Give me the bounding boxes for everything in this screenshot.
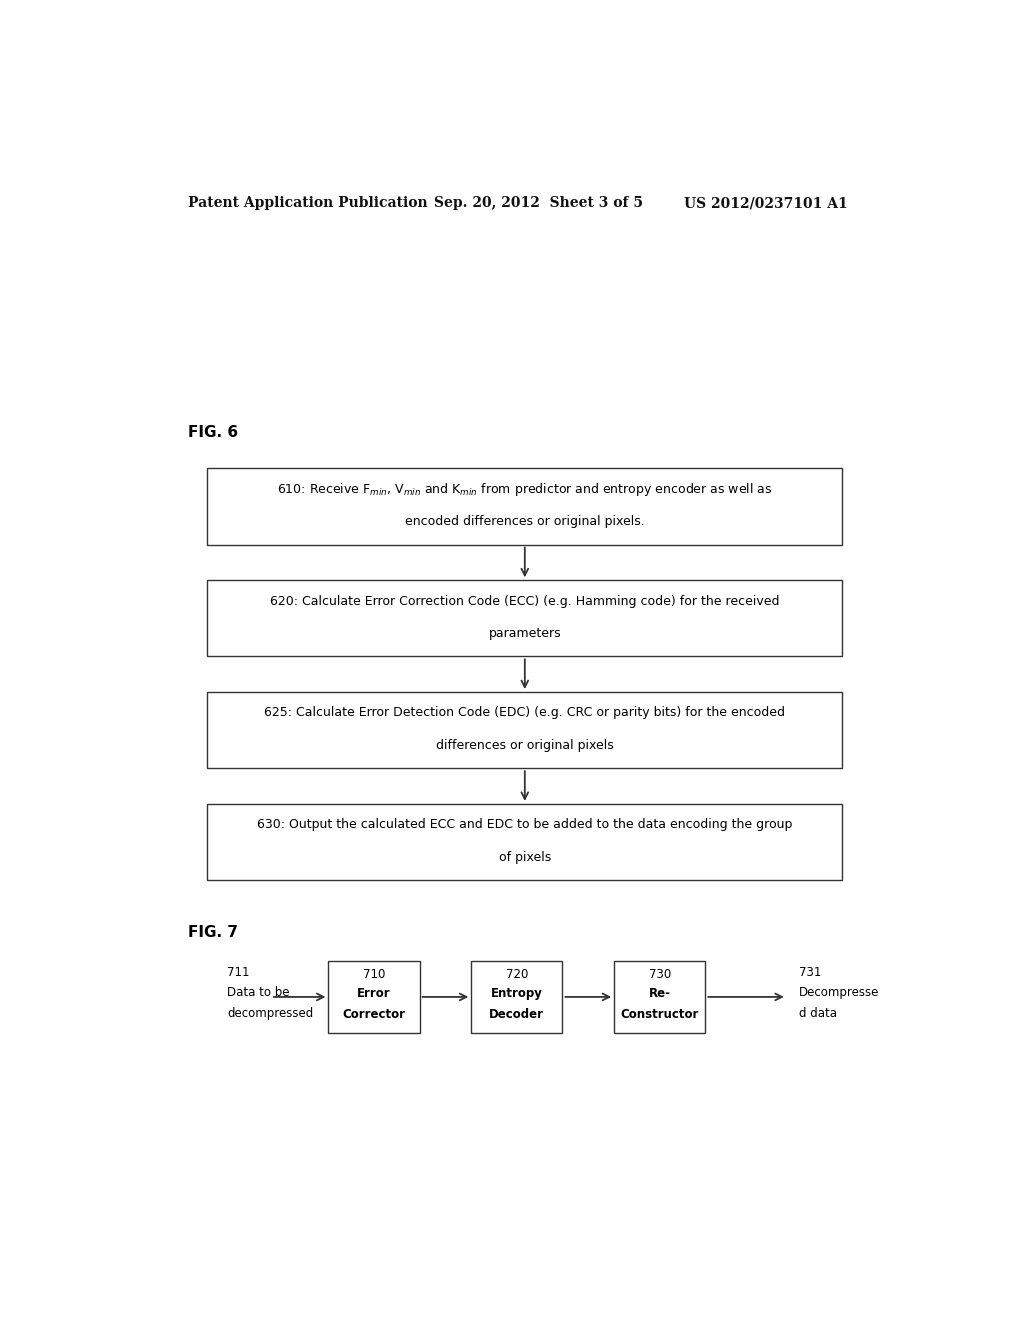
FancyBboxPatch shape (207, 804, 842, 880)
Text: 610: Receive F$_{min}$, V$_{min}$ and K$_{min}$ from predictor and entropy encod: 610: Receive F$_{min}$, V$_{min}$ and K$… (278, 480, 772, 498)
FancyBboxPatch shape (471, 961, 562, 1032)
Text: 720: 720 (506, 968, 528, 981)
FancyBboxPatch shape (207, 692, 842, 768)
Text: Error: Error (357, 987, 391, 1001)
FancyBboxPatch shape (207, 581, 842, 656)
Text: parameters: parameters (488, 627, 561, 640)
Text: 731: 731 (799, 966, 821, 979)
Text: encoded differences or original pixels.: encoded differences or original pixels. (404, 515, 645, 528)
Text: differences or original pixels: differences or original pixels (436, 739, 613, 752)
Text: US 2012/0237101 A1: US 2012/0237101 A1 (684, 197, 847, 210)
Text: of pixels: of pixels (499, 850, 551, 863)
FancyBboxPatch shape (329, 961, 420, 1032)
Text: decompressed: decompressed (227, 1007, 313, 1019)
Text: Entropy: Entropy (490, 987, 543, 1001)
Text: Decompresse: Decompresse (799, 986, 879, 999)
Text: Sep. 20, 2012  Sheet 3 of 5: Sep. 20, 2012 Sheet 3 of 5 (433, 197, 642, 210)
Text: FIG. 7: FIG. 7 (187, 925, 238, 940)
Text: Patent Application Publication: Patent Application Publication (187, 197, 427, 210)
Text: Corrector: Corrector (342, 1007, 406, 1020)
Text: FIG. 6: FIG. 6 (187, 425, 238, 441)
Text: 620: Calculate Error Correction Code (ECC) (e.g. Hamming code) for the received: 620: Calculate Error Correction Code (EC… (270, 594, 779, 607)
FancyBboxPatch shape (614, 961, 706, 1032)
Text: Data to be: Data to be (227, 986, 290, 999)
Text: 710: 710 (362, 968, 385, 981)
Text: Re-: Re- (649, 987, 671, 1001)
Text: 630: Output the calculated ECC and EDC to be added to the data encoding the grou: 630: Output the calculated ECC and EDC t… (257, 818, 793, 832)
Text: 625: Calculate Error Detection Code (EDC) (e.g. CRC or parity bits) for the enco: 625: Calculate Error Detection Code (EDC… (264, 706, 785, 719)
Text: 730: 730 (648, 968, 671, 981)
Text: d data: d data (799, 1007, 837, 1019)
Text: Decoder: Decoder (489, 1007, 545, 1020)
FancyBboxPatch shape (207, 469, 842, 545)
Text: Constructor: Constructor (621, 1007, 699, 1020)
Text: 711: 711 (227, 966, 250, 979)
